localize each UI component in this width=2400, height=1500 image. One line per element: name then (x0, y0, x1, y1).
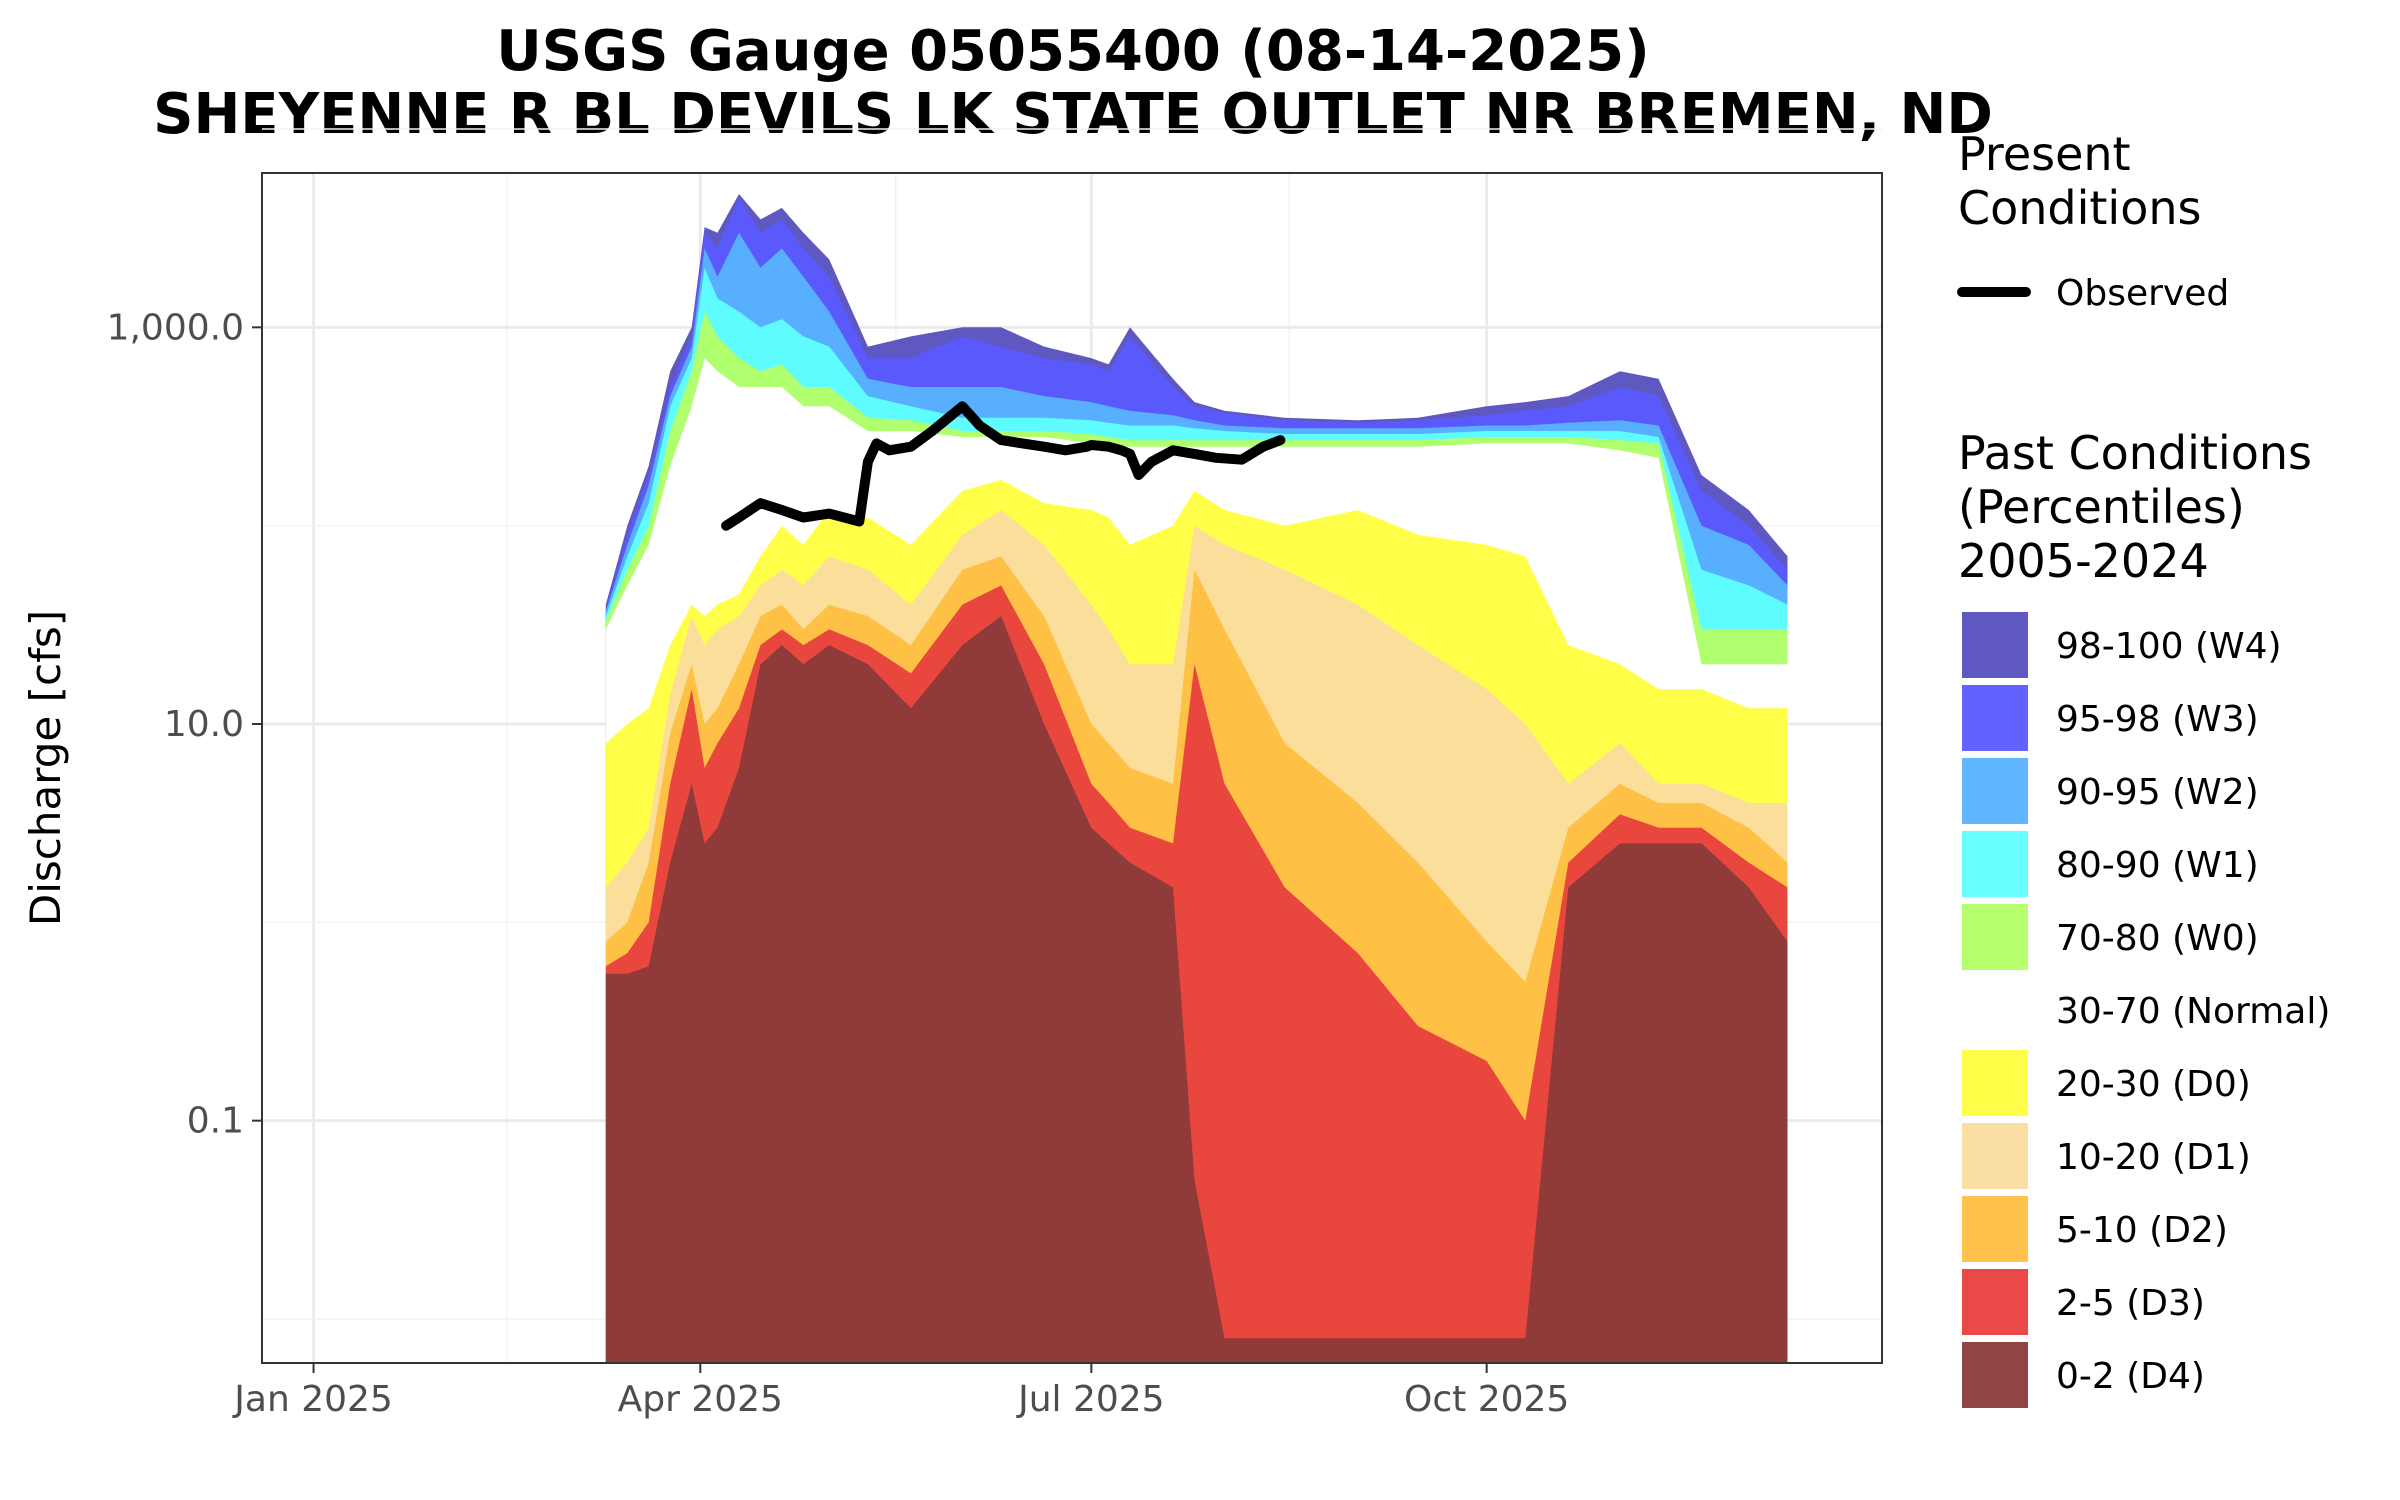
legend-past-title-line-3: 2005-2024 (1958, 534, 2209, 588)
legend-swatch (1962, 612, 2028, 678)
legend-item-label: 10-20 (D1) (2056, 1137, 2251, 1178)
legend-past-title-line-1: Past Conditions (1958, 426, 2312, 480)
legend-swatch (1962, 1196, 2028, 1262)
legend-item-label: 30-70 (Normal) (2056, 991, 2330, 1032)
y-tick-label: 1,000.0 (107, 307, 244, 348)
legend-item-label: 98-100 (W4) (2056, 626, 2282, 667)
observed-line (721, 401, 1286, 531)
y-axis-label: Discharge [cfs] (21, 610, 70, 926)
legend-swatch (1962, 685, 2028, 751)
y-tick-label: 0.1 (187, 1101, 244, 1142)
y-axis: 0.1 10.0 1,000.0 (107, 307, 262, 1142)
legend-items: 98-100 (W4) 95-98 (W3) 90-95 (W2) 80-90 (W1… (1962, 612, 2330, 1408)
legend: Present Conditions Observed Past Conditi… (1957, 127, 2330, 1408)
legend-swatch (1962, 977, 2028, 1043)
x-tick-label: Jan 2025 (232, 1379, 393, 1420)
band-0-2-d4- (605, 616, 1788, 1363)
legend-item-label: 5-10 (D2) (2056, 1210, 2228, 1251)
chart-title-line-1: USGS Gauge 05055400 (08-14-2025) (496, 19, 1649, 84)
y-tick-label: 10.0 (164, 704, 244, 745)
legend-item-label: 80-90 (W1) (2056, 845, 2259, 886)
x-tick-label: Apr 2025 (618, 1379, 783, 1420)
legend-past-title-line-2: (Percentiles) (1958, 480, 2245, 534)
legend-item-label: 2-5 (D3) (2056, 1283, 2205, 1324)
legend-item-label: 90-95 (W2) (2056, 772, 2259, 813)
legend-swatch (1962, 1050, 2028, 1116)
legend-present-title-line-2: Conditions (1958, 181, 2201, 235)
x-tick-label: Jul 2025 (1016, 1379, 1165, 1420)
legend-swatch (1962, 904, 2028, 970)
legend-swatch (1962, 1342, 2028, 1408)
x-tick-label: Oct 2025 (1404, 1379, 1569, 1420)
legend-swatch (1962, 1269, 2028, 1335)
legend-swatch (1962, 1123, 2028, 1189)
observed-series (721, 401, 1286, 531)
legend-item-label: 95-98 (W3) (2056, 699, 2259, 740)
legend-item-label: 20-30 (D0) (2056, 1064, 2251, 1105)
chart-title-line-2: SHEYENNE R BL DEVILS LK STATE OUTLET NR … (153, 82, 1993, 147)
legend-present-title-line-1: Present (1958, 127, 2131, 181)
plot-border (261, 172, 1883, 1364)
x-axis: Jan 2025 Apr 2025 Jul 2025 Oct 2025 (232, 1363, 1569, 1420)
legend-swatch (1962, 831, 2028, 897)
legend-item-label: 0-2 (D4) (2056, 1356, 2205, 1397)
legend-observed-label: Observed (2056, 273, 2229, 314)
legend-swatch (1962, 758, 2028, 824)
legend-item-label: 70-80 (W0) (2056, 918, 2259, 959)
percentile-bands (605, 194, 1788, 1363)
